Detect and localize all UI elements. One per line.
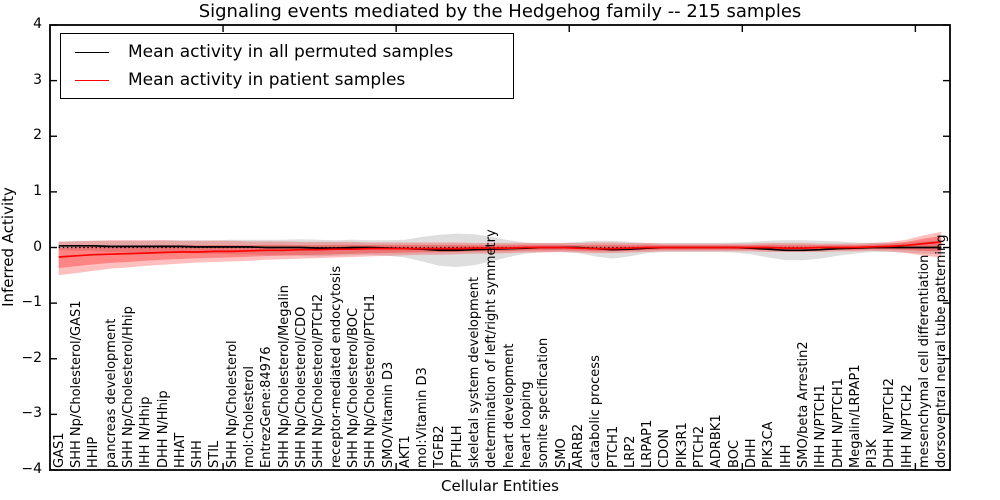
- x-tick-label: pancreas development: [103, 318, 119, 468]
- y-tick-label: 4: [33, 16, 42, 32]
- x-tick-label: SHH Np/Cholesterol: [224, 340, 240, 468]
- x-tick-label: PIK3CA: [761, 421, 777, 468]
- x-tick-label: receptor-mediated endocytosis: [328, 265, 344, 468]
- permuted-range-band: [58, 233, 942, 267]
- x-tick-label: SHH Np/Cholesterol/PTCH1: [363, 293, 379, 468]
- x-tick-label: ADRBK1: [709, 414, 725, 468]
- x-tick-label: HHAT: [172, 432, 188, 468]
- chart-title: Signaling events mediated by the Hedgeho…: [198, 1, 802, 22]
- x-tick-label: IHH N/PTCH2: [899, 384, 915, 468]
- x-tick-label: heart looping: [518, 381, 534, 468]
- x-tick-label: IHH N/Hhip: [138, 396, 154, 469]
- y-tick-label: 1: [33, 182, 42, 199]
- x-tick-label: SHH Np/Cholesterol/CDO: [293, 306, 309, 468]
- x-tick-label: mesenchymal cell differentiation: [917, 254, 933, 468]
- x-tick-label: PIK3R1: [674, 422, 690, 468]
- y-tick-label: 2: [33, 127, 42, 144]
- x-tick-label: IHH N/PTCH1: [813, 384, 829, 468]
- x-tick-label: catabolic process: [588, 355, 604, 468]
- x-tick-label: LRPAP1: [640, 419, 656, 468]
- x-tick-label: IHH: [778, 444, 794, 468]
- x-tick-label: DHH N/PTCH2: [882, 378, 898, 468]
- x-tick-label: DHH N/Hhip: [155, 390, 171, 468]
- y-tick-label: −1: [21, 294, 42, 311]
- x-tick-label: PTHLH: [449, 425, 465, 468]
- x-tick-label: SMO/beta Arrestin2: [795, 341, 811, 468]
- x-tick-label: mol:Cholesterol: [242, 366, 258, 468]
- y-tick-label: −2: [21, 349, 42, 366]
- x-tick-label: BOC: [726, 440, 742, 468]
- patient-range-band-outer: [58, 231, 942, 276]
- legend-line-red-icon: [75, 79, 109, 81]
- legend-line-black-icon: [75, 51, 109, 53]
- x-tick-label: EntrezGene:84976: [259, 346, 275, 468]
- x-tick-label: HHIP: [86, 436, 102, 468]
- x-tick-label: SHH Np/Cholesterol/Megalin: [276, 285, 292, 468]
- x-tick-label: LRP2: [622, 435, 638, 468]
- x-tick-label: TGFB2: [432, 425, 448, 468]
- x-tick-label: SMO: [553, 438, 569, 468]
- y-tick-label: −4: [21, 461, 42, 477]
- legend-label-patient: Mean activity in patient samples: [128, 70, 406, 90]
- x-tick-label: skeletal system development: [467, 276, 483, 468]
- x-tick-label: DHH N/PTCH1: [830, 378, 846, 468]
- x-tick-label: Megalin/LRPAP1: [847, 364, 863, 468]
- x-tick-label: PTCH1: [605, 425, 621, 468]
- x-tick-label: GAS1: [51, 432, 67, 469]
- x-tick-label: determination of left/right symmetry: [484, 229, 500, 468]
- x-tick-label: PI3K: [865, 439, 881, 468]
- x-tick-label: SMO/Vitamin D3: [380, 361, 396, 468]
- x-tick-label: SHH Np/Cholesterol/PTCH2: [311, 293, 327, 468]
- legend-entry-patient: Mean activity in patient samples: [61, 70, 513, 90]
- patient-mean-line: [58, 241, 942, 258]
- y-tick-label: 3: [33, 71, 42, 88]
- legend-label-permuted: Mean activity in all permuted samples: [128, 42, 454, 62]
- x-tick-label: SHH Np/Cholesterol/GAS1: [68, 300, 84, 468]
- x-tick-label: SHH Np/Cholesterol/BOC: [345, 307, 361, 468]
- x-tick-label: CDON: [657, 428, 673, 468]
- x-tick-label: STIL: [207, 440, 223, 468]
- x-tick-label: heart development: [501, 343, 517, 468]
- x-tick-label: PTCH2: [692, 425, 708, 468]
- x-axis-label: Cellular Entities: [441, 477, 559, 495]
- legend: Mean activity in all permuted samples Me…: [60, 33, 514, 99]
- x-tick-label: dorsoventral neural tube patterning: [934, 234, 950, 468]
- y-tick-label: −3: [21, 405, 42, 422]
- x-tick-label: AKT1: [397, 435, 413, 468]
- x-tick-label: somite specification: [536, 337, 552, 468]
- x-tick-label: ARRB2: [570, 423, 586, 468]
- legend-entry-permuted: Mean activity in all permuted samples: [61, 42, 513, 62]
- x-tick-label: mol:Vitamin D3: [415, 367, 431, 468]
- x-tick-label: DHH: [743, 438, 759, 468]
- x-tick-label: SHH Np/Cholesterol/Hhip: [120, 306, 136, 468]
- y-tick-label: 0: [33, 238, 42, 255]
- x-tick-label: SHH: [190, 440, 206, 468]
